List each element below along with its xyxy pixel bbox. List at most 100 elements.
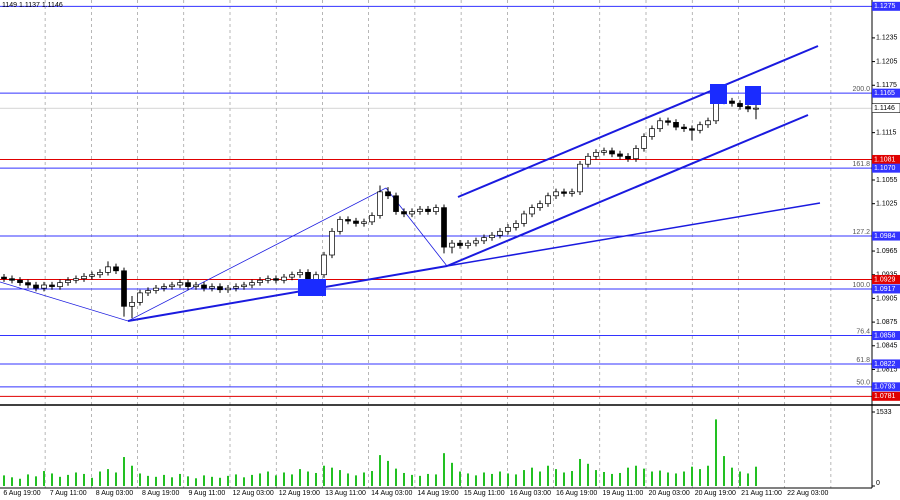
- candle-body: [513, 223, 519, 228]
- volume-bar: [755, 466, 757, 486]
- candle-body: [17, 279, 23, 283]
- marker: [745, 86, 761, 105]
- volume-bar: [483, 472, 485, 486]
- markers: [298, 84, 761, 296]
- channel-upper: [457, 45, 819, 198]
- volume-bar: [371, 471, 373, 486]
- volume-bar: [211, 476, 213, 486]
- x-tick-label: 14 Aug 03:00: [371, 490, 412, 497]
- candle-body: [641, 136, 647, 149]
- candle-body: [385, 191, 391, 197]
- volume-bar: [683, 471, 685, 486]
- candle-body: [545, 195, 551, 205]
- candle-body: [81, 275, 87, 280]
- volume-bar: [627, 467, 629, 486]
- volume-bar: [587, 463, 589, 486]
- volume-bar: [11, 477, 13, 486]
- trend-line: [446, 202, 821, 267]
- trend-line: [127, 265, 448, 322]
- candle-body: [569, 191, 575, 194]
- volume-bar: [43, 471, 45, 486]
- candle-body: [105, 266, 111, 273]
- x-tick-label: 22 Aug 03:00: [787, 490, 828, 497]
- y-tick-label: 1.1115: [876, 129, 896, 136]
- volume-bar: [531, 467, 533, 486]
- volume-bar: [243, 477, 245, 486]
- candle-body: [257, 279, 263, 283]
- volume-bar: [675, 473, 677, 486]
- candle-body: [129, 302, 135, 307]
- candle-body: [473, 240, 479, 244]
- level-box: [872, 284, 900, 294]
- y-tick-label: 1.0845: [876, 343, 898, 350]
- candle-body: [177, 282, 183, 286]
- volume-bar: [107, 469, 109, 486]
- x-tick-label: 16 Aug 03:00: [510, 490, 551, 497]
- volume-bar: [659, 470, 661, 486]
- candle-body: [609, 150, 615, 155]
- volume-bar: [19, 478, 21, 486]
- level-label: 1.0929: [874, 276, 896, 283]
- candle-body: [281, 276, 287, 281]
- marker: [298, 279, 326, 296]
- candle-body: [537, 203, 543, 208]
- level-box: [872, 331, 900, 341]
- volume-bar: [355, 475, 357, 486]
- volume-tick-label: 0: [876, 480, 880, 487]
- candle-body: [185, 282, 191, 287]
- candle-body: [745, 106, 751, 110]
- volume-tick-label: 1533: [876, 409, 892, 416]
- volume-bar: [251, 474, 253, 486]
- candle-body: [121, 270, 127, 307]
- candle-body: [161, 286, 167, 289]
- x-tick-label: 8 Aug 03:00: [96, 490, 133, 497]
- candle-body: [449, 242, 455, 248]
- candle-body: [617, 153, 623, 157]
- volume-bar: [123, 457, 125, 486]
- level-label: 1.0858: [874, 332, 896, 339]
- volume-bar: [323, 465, 325, 486]
- volume-bar: [611, 473, 613, 486]
- candle-body: [697, 124, 703, 131]
- level-box: [872, 391, 900, 401]
- volume-bar: [403, 472, 405, 486]
- x-tick-label: 6 Aug 19:00: [3, 490, 40, 497]
- candle-body: [705, 120, 711, 126]
- candle-body: [1, 276, 7, 280]
- candle-body: [377, 191, 383, 216]
- x-tick-label: 9 Aug 11:00: [188, 490, 225, 497]
- level-label: 1.1275: [874, 3, 896, 10]
- level-label: 1.0793: [874, 384, 896, 391]
- volume-bar: [739, 471, 741, 486]
- candle-body: [329, 230, 335, 256]
- drawings: [0, 45, 821, 322]
- candle-body: [753, 107, 759, 110]
- volume-bar: [291, 474, 293, 486]
- candle-body: [209, 286, 215, 289]
- marker: [710, 84, 727, 104]
- volume-bar: [67, 474, 69, 486]
- level-box: [872, 88, 900, 98]
- volume-bar: [507, 473, 509, 486]
- y-tick-label: 1.1025: [876, 201, 898, 208]
- volume-bar: [747, 473, 749, 486]
- volume-bar: [475, 475, 477, 486]
- candle-body: [145, 290, 151, 294]
- volume-bar: [163, 474, 165, 486]
- candle-body: [249, 282, 255, 286]
- volume-bar: [643, 468, 645, 486]
- level-label: 1.0984: [874, 233, 896, 240]
- candle-body: [57, 282, 63, 287]
- candle-body: [625, 155, 631, 160]
- volume-bar: [227, 475, 229, 486]
- volume-bar: [555, 469, 557, 486]
- level-label: 1.1165: [874, 90, 895, 97]
- candle-body: [665, 120, 671, 123]
- volume-bar: [59, 476, 61, 486]
- volume-bar: [435, 474, 437, 486]
- volume-bar: [379, 455, 381, 486]
- zigzag: [0, 187, 448, 322]
- volume-bar: [395, 468, 397, 486]
- volume-bar: [707, 465, 709, 486]
- volume-bar: [459, 471, 461, 486]
